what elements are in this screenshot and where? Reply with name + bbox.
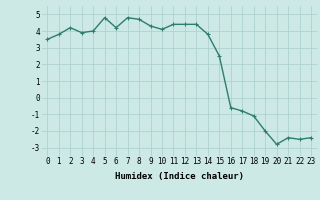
X-axis label: Humidex (Indice chaleur): Humidex (Indice chaleur): [115, 172, 244, 181]
